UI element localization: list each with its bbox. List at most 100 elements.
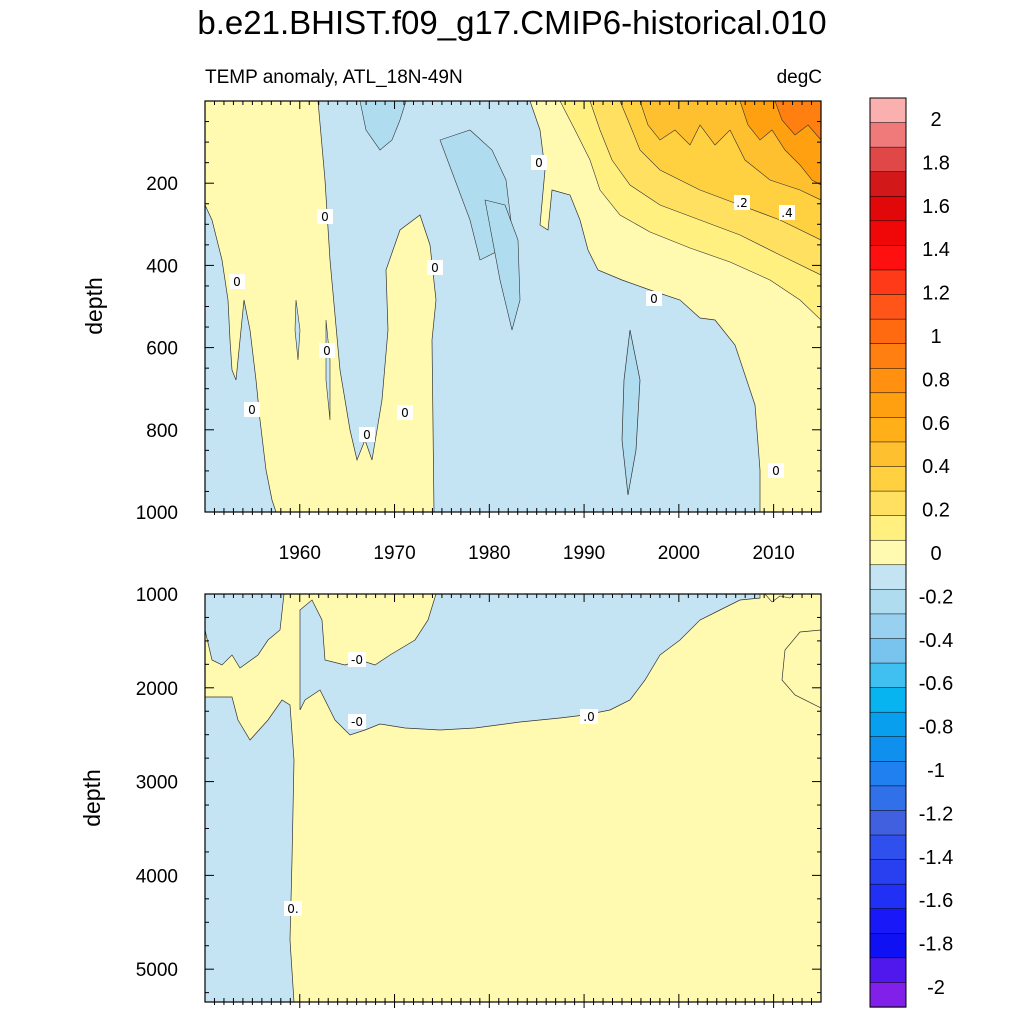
subtitle-right: degC xyxy=(777,67,822,88)
upper-axes: 200 400 600 800 1000 xyxy=(136,101,821,524)
contour-label: 0 xyxy=(321,210,329,224)
lower-panel: 1000 2000 3000 4000 5000 -0 -0 .0 0. xyxy=(136,585,822,1008)
colorbar-label: -0.4 xyxy=(919,630,953,652)
colorbar-label: 0 xyxy=(930,543,941,565)
y-tick-label: 4000 xyxy=(136,866,178,887)
x-tick-labels: 1960 1970 1980 1990 2000 2010 xyxy=(279,543,795,564)
colorbar-swatch xyxy=(869,318,907,345)
y-tick-label: 200 xyxy=(146,174,178,195)
colorbar-swatch xyxy=(869,269,907,296)
colorbar-label: -2 xyxy=(927,977,945,999)
y-tick-label: 2000 xyxy=(136,679,178,700)
colorbar-label: -1 xyxy=(927,760,945,782)
colorbar-label: -0.8 xyxy=(919,717,953,739)
contour-label-box xyxy=(427,260,443,275)
colorbar-label: -0.6 xyxy=(919,673,953,695)
contour-label: 0 xyxy=(535,156,543,170)
y-tick-label: 1000 xyxy=(136,585,178,606)
colorbar-swatch xyxy=(869,613,907,640)
colorbar-swatch xyxy=(869,294,907,320)
upper-ylabel: depth xyxy=(81,277,107,335)
upper-contour-labels: 0 0 0 0 0 0 0 0 0 0 .2 .4 xyxy=(229,155,795,478)
lower-negative-mid xyxy=(299,594,761,736)
contour-label-box xyxy=(580,709,598,724)
contour-label: 0 xyxy=(772,464,780,478)
lower-contour-labels: -0 -0 .0 0. xyxy=(284,652,598,916)
colorbar-swatch xyxy=(869,392,907,419)
contour-label-box xyxy=(319,343,335,358)
colorbar-swatch xyxy=(869,343,907,369)
contour-label: 0. xyxy=(287,902,298,916)
colorbar-swatch xyxy=(869,957,907,984)
x-tick-label: 1980 xyxy=(468,543,510,564)
colorbar-label: 1 xyxy=(930,326,941,348)
upper-negative-left xyxy=(205,204,277,512)
y-tick-label: 800 xyxy=(146,421,178,442)
lower-small-negative xyxy=(764,594,795,603)
colorbar-swatch xyxy=(869,539,907,566)
contour-label-box xyxy=(531,155,547,170)
contour-label-box xyxy=(348,714,366,729)
colorbar-swatch xyxy=(869,196,907,222)
colorbar-swatch xyxy=(869,245,907,271)
colorbar-swatch xyxy=(869,736,907,762)
colorbar-label: 1.6 xyxy=(922,196,950,218)
upper-lens-2 xyxy=(294,299,301,361)
contour-label-box xyxy=(244,402,260,417)
x-tick-label: 1960 xyxy=(279,543,321,564)
colorbar-labels: 2 1.8 1.6 1.4 1.2 1 0.8 0.6 0.4 0.2 0 -0.2 -0.4 -0.6 -… xyxy=(919,109,953,999)
lower-negative-top xyxy=(205,594,285,669)
contour-label-box xyxy=(779,205,795,220)
lower-frame xyxy=(204,593,822,1003)
contour-label: 0 xyxy=(650,292,658,306)
colorbar-swatch xyxy=(869,417,907,443)
colorbar-swatch xyxy=(869,367,907,394)
colorbar-swatch xyxy=(869,638,907,664)
contour-label-box xyxy=(768,463,784,478)
x-tick-label: 2000 xyxy=(658,543,700,564)
colorbar-label: 1.8 xyxy=(922,152,950,174)
upper-warm-region-6 xyxy=(774,101,821,141)
chart-title: b.e21.BHIST.f09_g17.CMIP6-historical.010 xyxy=(197,4,826,41)
contour-label-box xyxy=(646,291,662,306)
y-tick-label: 600 xyxy=(146,339,178,360)
colorbar-swatch xyxy=(869,564,907,591)
colorbar-label: -0.2 xyxy=(919,586,953,608)
y-tick-label: 5000 xyxy=(136,960,178,981)
colorbar xyxy=(869,97,907,1008)
colorbar-swatch xyxy=(869,220,907,247)
colorbar-swatch xyxy=(869,171,907,197)
colorbar-swatch xyxy=(869,785,907,812)
lower-contour-field xyxy=(205,594,821,1002)
x-tick-label: 1970 xyxy=(373,543,415,564)
colorbar-label: 0.8 xyxy=(922,369,950,391)
contour-label: .0 xyxy=(583,710,594,724)
colorbar-label: 1.4 xyxy=(922,239,950,261)
colorbar-swatch xyxy=(869,908,907,934)
contour-label-box xyxy=(284,901,302,916)
lower-positive-right xyxy=(781,629,821,709)
colorbar-swatch xyxy=(869,490,907,517)
colorbar-swatch xyxy=(869,146,907,173)
contour-label: -0 xyxy=(351,653,363,667)
y-tick-label: 3000 xyxy=(136,773,178,794)
contour-label-box xyxy=(397,405,413,420)
colorbar-swatch xyxy=(869,982,907,1008)
contour-label: .4 xyxy=(781,206,792,220)
contour-label: 0 xyxy=(431,261,439,275)
colorbar-swatch xyxy=(869,441,907,468)
colorbar-swatch xyxy=(869,933,907,959)
y-tick-label: 400 xyxy=(146,256,178,277)
colorbar-swatch xyxy=(869,761,907,787)
contour-label: .2 xyxy=(736,196,747,210)
contour-label-box xyxy=(348,652,366,667)
lower-axes: 1000 2000 3000 4000 5000 xyxy=(136,585,821,1008)
colorbar-swatch xyxy=(869,883,907,910)
x-tick-label: 2010 xyxy=(752,543,794,564)
colorbar-swatch xyxy=(869,589,907,615)
lower-negative-deep xyxy=(205,696,295,1002)
contour-label: 0 xyxy=(233,275,241,289)
colorbar-swatch xyxy=(869,859,907,885)
contour-label: 0 xyxy=(323,344,331,358)
colorbar-swatch xyxy=(869,687,907,713)
